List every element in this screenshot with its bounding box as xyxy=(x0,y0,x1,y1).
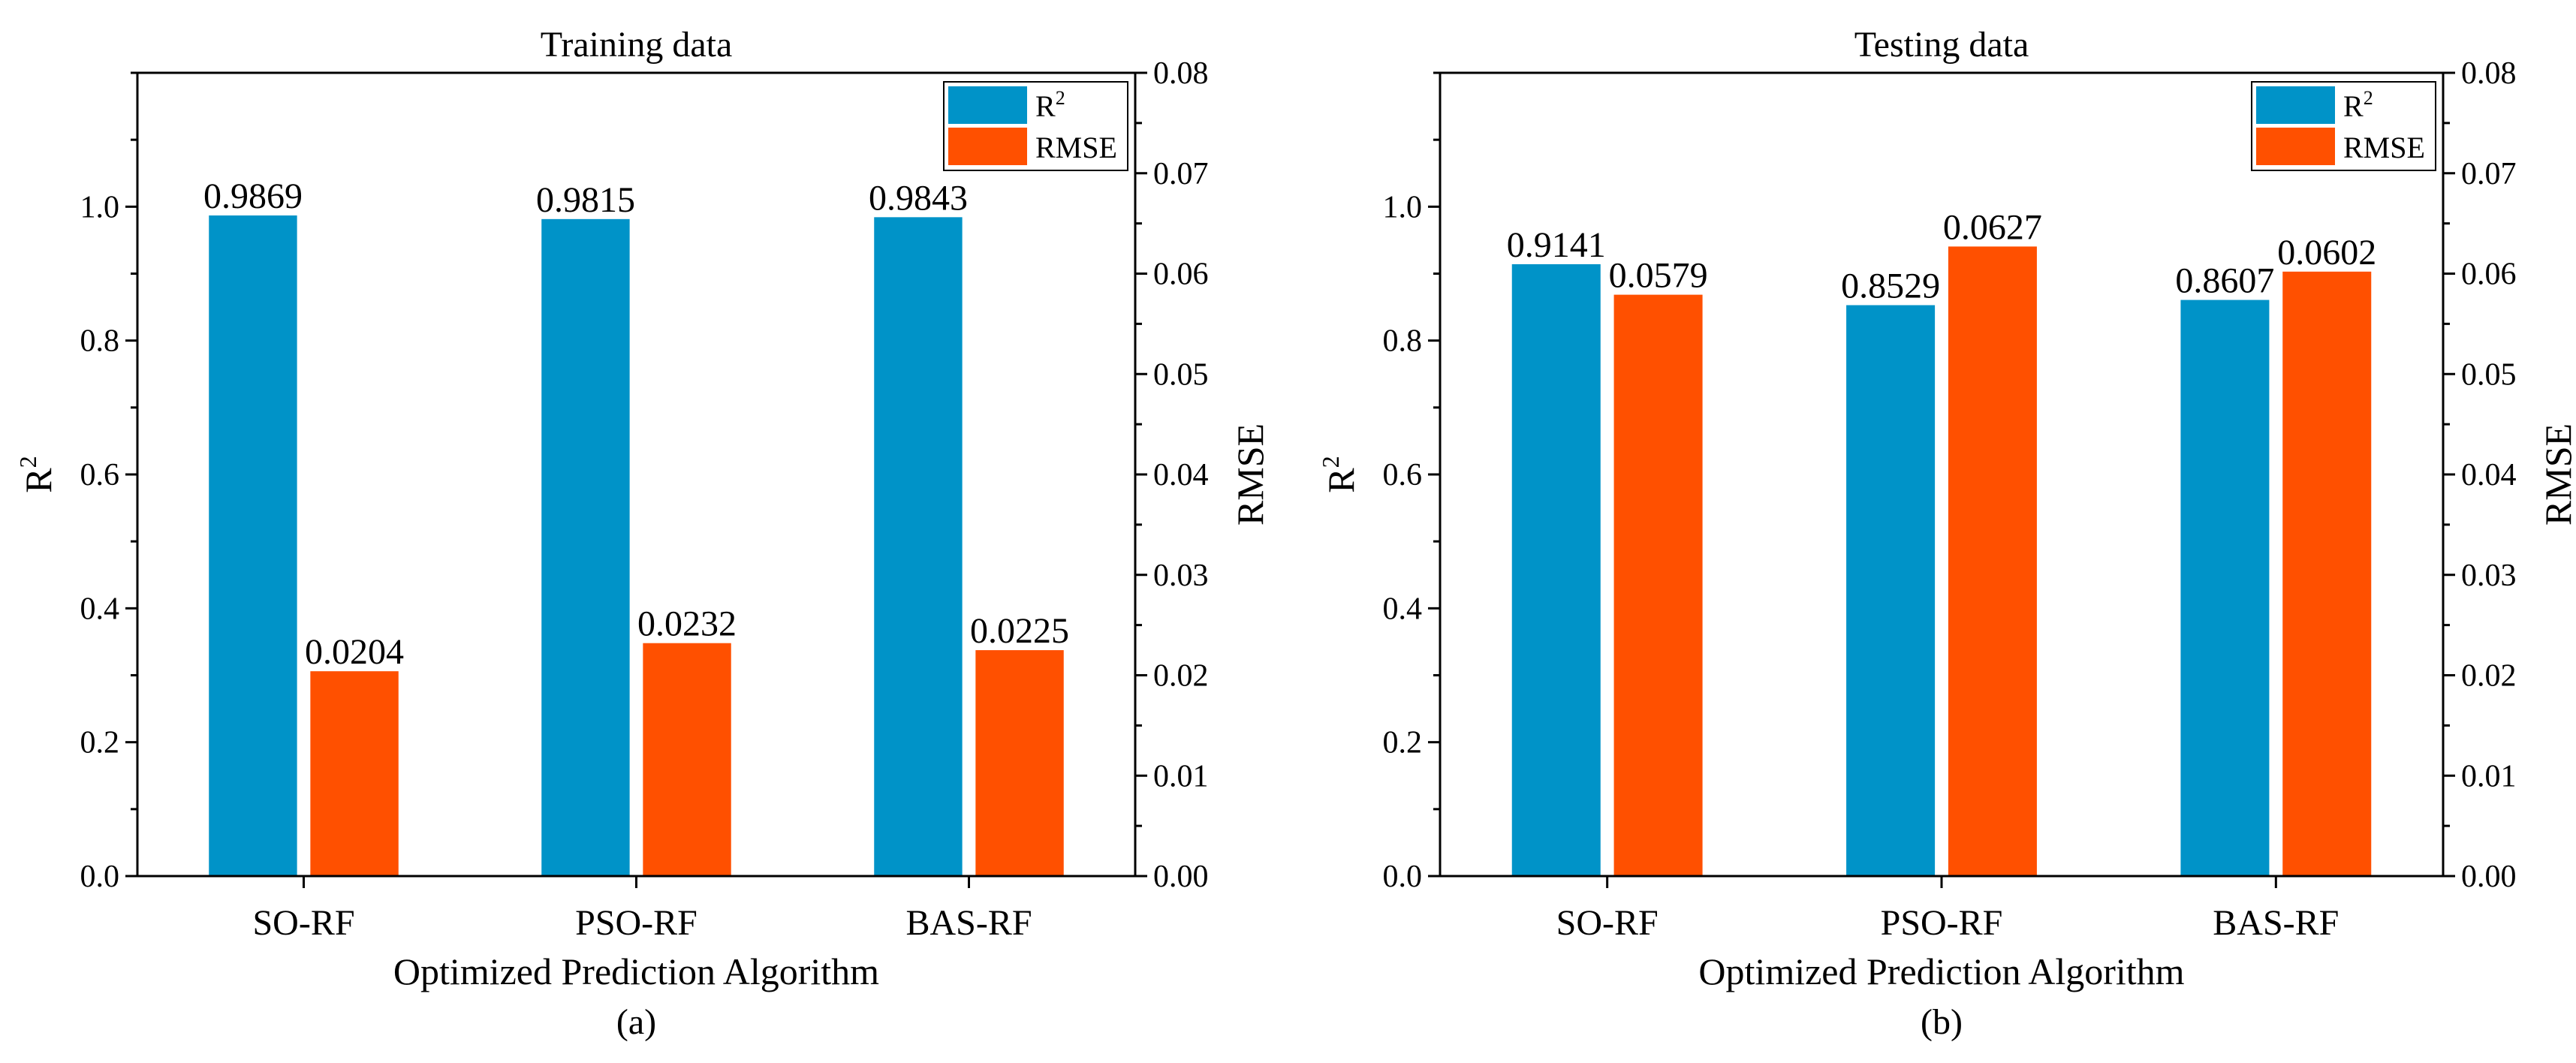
y-left-tick-label: 0.0 xyxy=(80,860,120,894)
legend-label-sup: 2 xyxy=(2364,87,2373,109)
chart-panel-1: Training data0.98690.0204SO-RF0.98150.02… xyxy=(14,25,1271,1042)
bar-r2-so-rf xyxy=(1511,263,1601,876)
x-tick-label: SO-RF xyxy=(252,903,354,943)
y-left-tick-label: 0.6 xyxy=(80,458,120,492)
legend-label-r2: R2 xyxy=(2343,87,2373,123)
y-left-tick-label: 0.4 xyxy=(1383,592,1423,626)
data-label: 0.0225 xyxy=(970,611,1069,651)
y-right-tick-label: 0.07 xyxy=(2461,157,2517,191)
y-right-tick-label: 0.06 xyxy=(2461,257,2517,292)
chart-title: Testing data xyxy=(1854,25,2029,65)
data-label: 0.9815 xyxy=(536,180,635,220)
y-right-tick-label: 0.03 xyxy=(1153,559,1209,593)
bar-r2-pso-rf xyxy=(1846,305,1936,876)
y-left-axis-label: R2 xyxy=(14,456,59,492)
data-label: 0.8529 xyxy=(1841,266,1940,306)
legend-label-rmse: RMSE xyxy=(2343,131,2425,164)
y-right-tick-label: 0.00 xyxy=(1153,860,1209,894)
y-left-tick-label: 0.8 xyxy=(80,324,120,359)
chart-panel-2: Testing data0.91410.0579SO-RF0.85290.062… xyxy=(1317,25,2576,1042)
legend: R2 RMSE xyxy=(2251,81,2436,171)
y-right-tick-label: 0.02 xyxy=(1153,659,1209,694)
data-label: 0.0579 xyxy=(1609,256,1708,296)
chart-title: Training data xyxy=(541,25,733,65)
y-right-tick-label: 0.00 xyxy=(2461,860,2517,894)
x-axis-label: Optimized Prediction Algorithm xyxy=(393,950,879,992)
y-right-axis-label: RMSE xyxy=(1229,423,1271,525)
legend-swatch-r2 xyxy=(2256,86,2335,124)
bar-rmse-so-rf xyxy=(1613,294,1703,876)
data-label: 0.0204 xyxy=(305,632,404,672)
bar-rmse-bas-rf xyxy=(975,650,1064,876)
y-right-tick-label: 0.04 xyxy=(1153,458,1209,492)
y-left-tick-label: 1.0 xyxy=(1383,190,1423,224)
y-right-tick-label: 0.07 xyxy=(1153,157,1209,191)
bar-rmse-pso-rf xyxy=(1948,246,2037,876)
bar-rmse-so-rf xyxy=(310,671,399,876)
y-left-axis-label-text: R xyxy=(17,468,59,493)
legend-swatch-r2 xyxy=(948,86,1027,124)
legend: R2 RMSE xyxy=(943,81,1128,171)
x-tick-label: PSO-RF xyxy=(575,903,697,943)
bar-r2-bas-rf xyxy=(874,217,963,876)
data-label: 0.9843 xyxy=(869,178,968,218)
legend-label-r2: R2 xyxy=(1035,87,1065,123)
legend-swatch-rmse xyxy=(2256,128,2335,165)
data-label: 0.9869 xyxy=(203,176,303,216)
y-left-axis-label-sup: 2 xyxy=(1317,456,1344,468)
y-right-tick-label: 0.03 xyxy=(2461,559,2517,593)
y-right-tick-label: 0.05 xyxy=(2461,357,2517,392)
x-tick-label: PSO-RF xyxy=(1881,903,2003,943)
bar-rmse-bas-rf xyxy=(2282,271,2372,876)
legend-swatch-rmse xyxy=(948,128,1027,165)
bar-r2-bas-rf xyxy=(2180,300,2270,877)
panel-caption: (b) xyxy=(1921,1002,1963,1042)
y-left-axis-label-text: R xyxy=(1320,468,1362,493)
data-label: 0.9141 xyxy=(1507,225,1606,265)
y-left-tick-label: 0.8 xyxy=(1383,324,1423,359)
panel-caption: (a) xyxy=(616,1002,656,1042)
x-axis-label: Optimized Prediction Algorithm xyxy=(1698,950,2184,992)
bar-r2-so-rf xyxy=(209,215,297,876)
legend-label-text: R xyxy=(2343,89,2364,123)
y-right-tick-label: 0.05 xyxy=(1153,357,1209,392)
y-left-tick-label: 0.2 xyxy=(80,726,120,760)
x-tick-label: BAS-RF xyxy=(905,903,1032,943)
legend-label-text: RMSE xyxy=(1035,131,1117,164)
y-left-tick-label: 0.2 xyxy=(1383,726,1423,760)
y-right-tick-label: 0.02 xyxy=(2461,659,2517,694)
y-left-tick-label: 0.0 xyxy=(1383,860,1423,894)
y-right-tick-label: 0.01 xyxy=(2461,759,2517,793)
y-left-tick-label: 0.6 xyxy=(1383,458,1423,492)
legend-label-sup: 2 xyxy=(1056,87,1065,109)
y-right-tick-label: 0.06 xyxy=(1153,257,1209,292)
legend-label-text: R xyxy=(1035,89,1056,123)
y-left-axis-label-sup: 2 xyxy=(14,456,41,468)
y-left-axis-label: R2 xyxy=(1317,456,1362,492)
data-label: 0.0232 xyxy=(637,604,737,644)
bar-rmse-pso-rf xyxy=(643,643,731,876)
x-tick-label: SO-RF xyxy=(1556,903,1659,943)
data-label: 0.8607 xyxy=(2175,261,2274,301)
data-label: 0.0627 xyxy=(1943,207,2042,247)
legend-label-rmse: RMSE xyxy=(1035,131,1117,164)
y-right-tick-label: 0.04 xyxy=(2461,458,2517,492)
y-right-tick-label: 0.01 xyxy=(1153,759,1209,793)
y-right-tick-label: 0.08 xyxy=(1153,56,1209,91)
y-left-tick-label: 1.0 xyxy=(80,190,120,224)
y-right-tick-label: 0.08 xyxy=(2461,56,2517,91)
x-tick-label: BAS-RF xyxy=(2213,903,2339,943)
bar-r2-pso-rf xyxy=(541,218,630,876)
data-label: 0.0602 xyxy=(2277,233,2376,273)
y-left-tick-label: 0.4 xyxy=(80,592,120,626)
y-right-axis-label: RMSE xyxy=(2537,423,2576,525)
legend-label-text: RMSE xyxy=(2343,131,2425,164)
